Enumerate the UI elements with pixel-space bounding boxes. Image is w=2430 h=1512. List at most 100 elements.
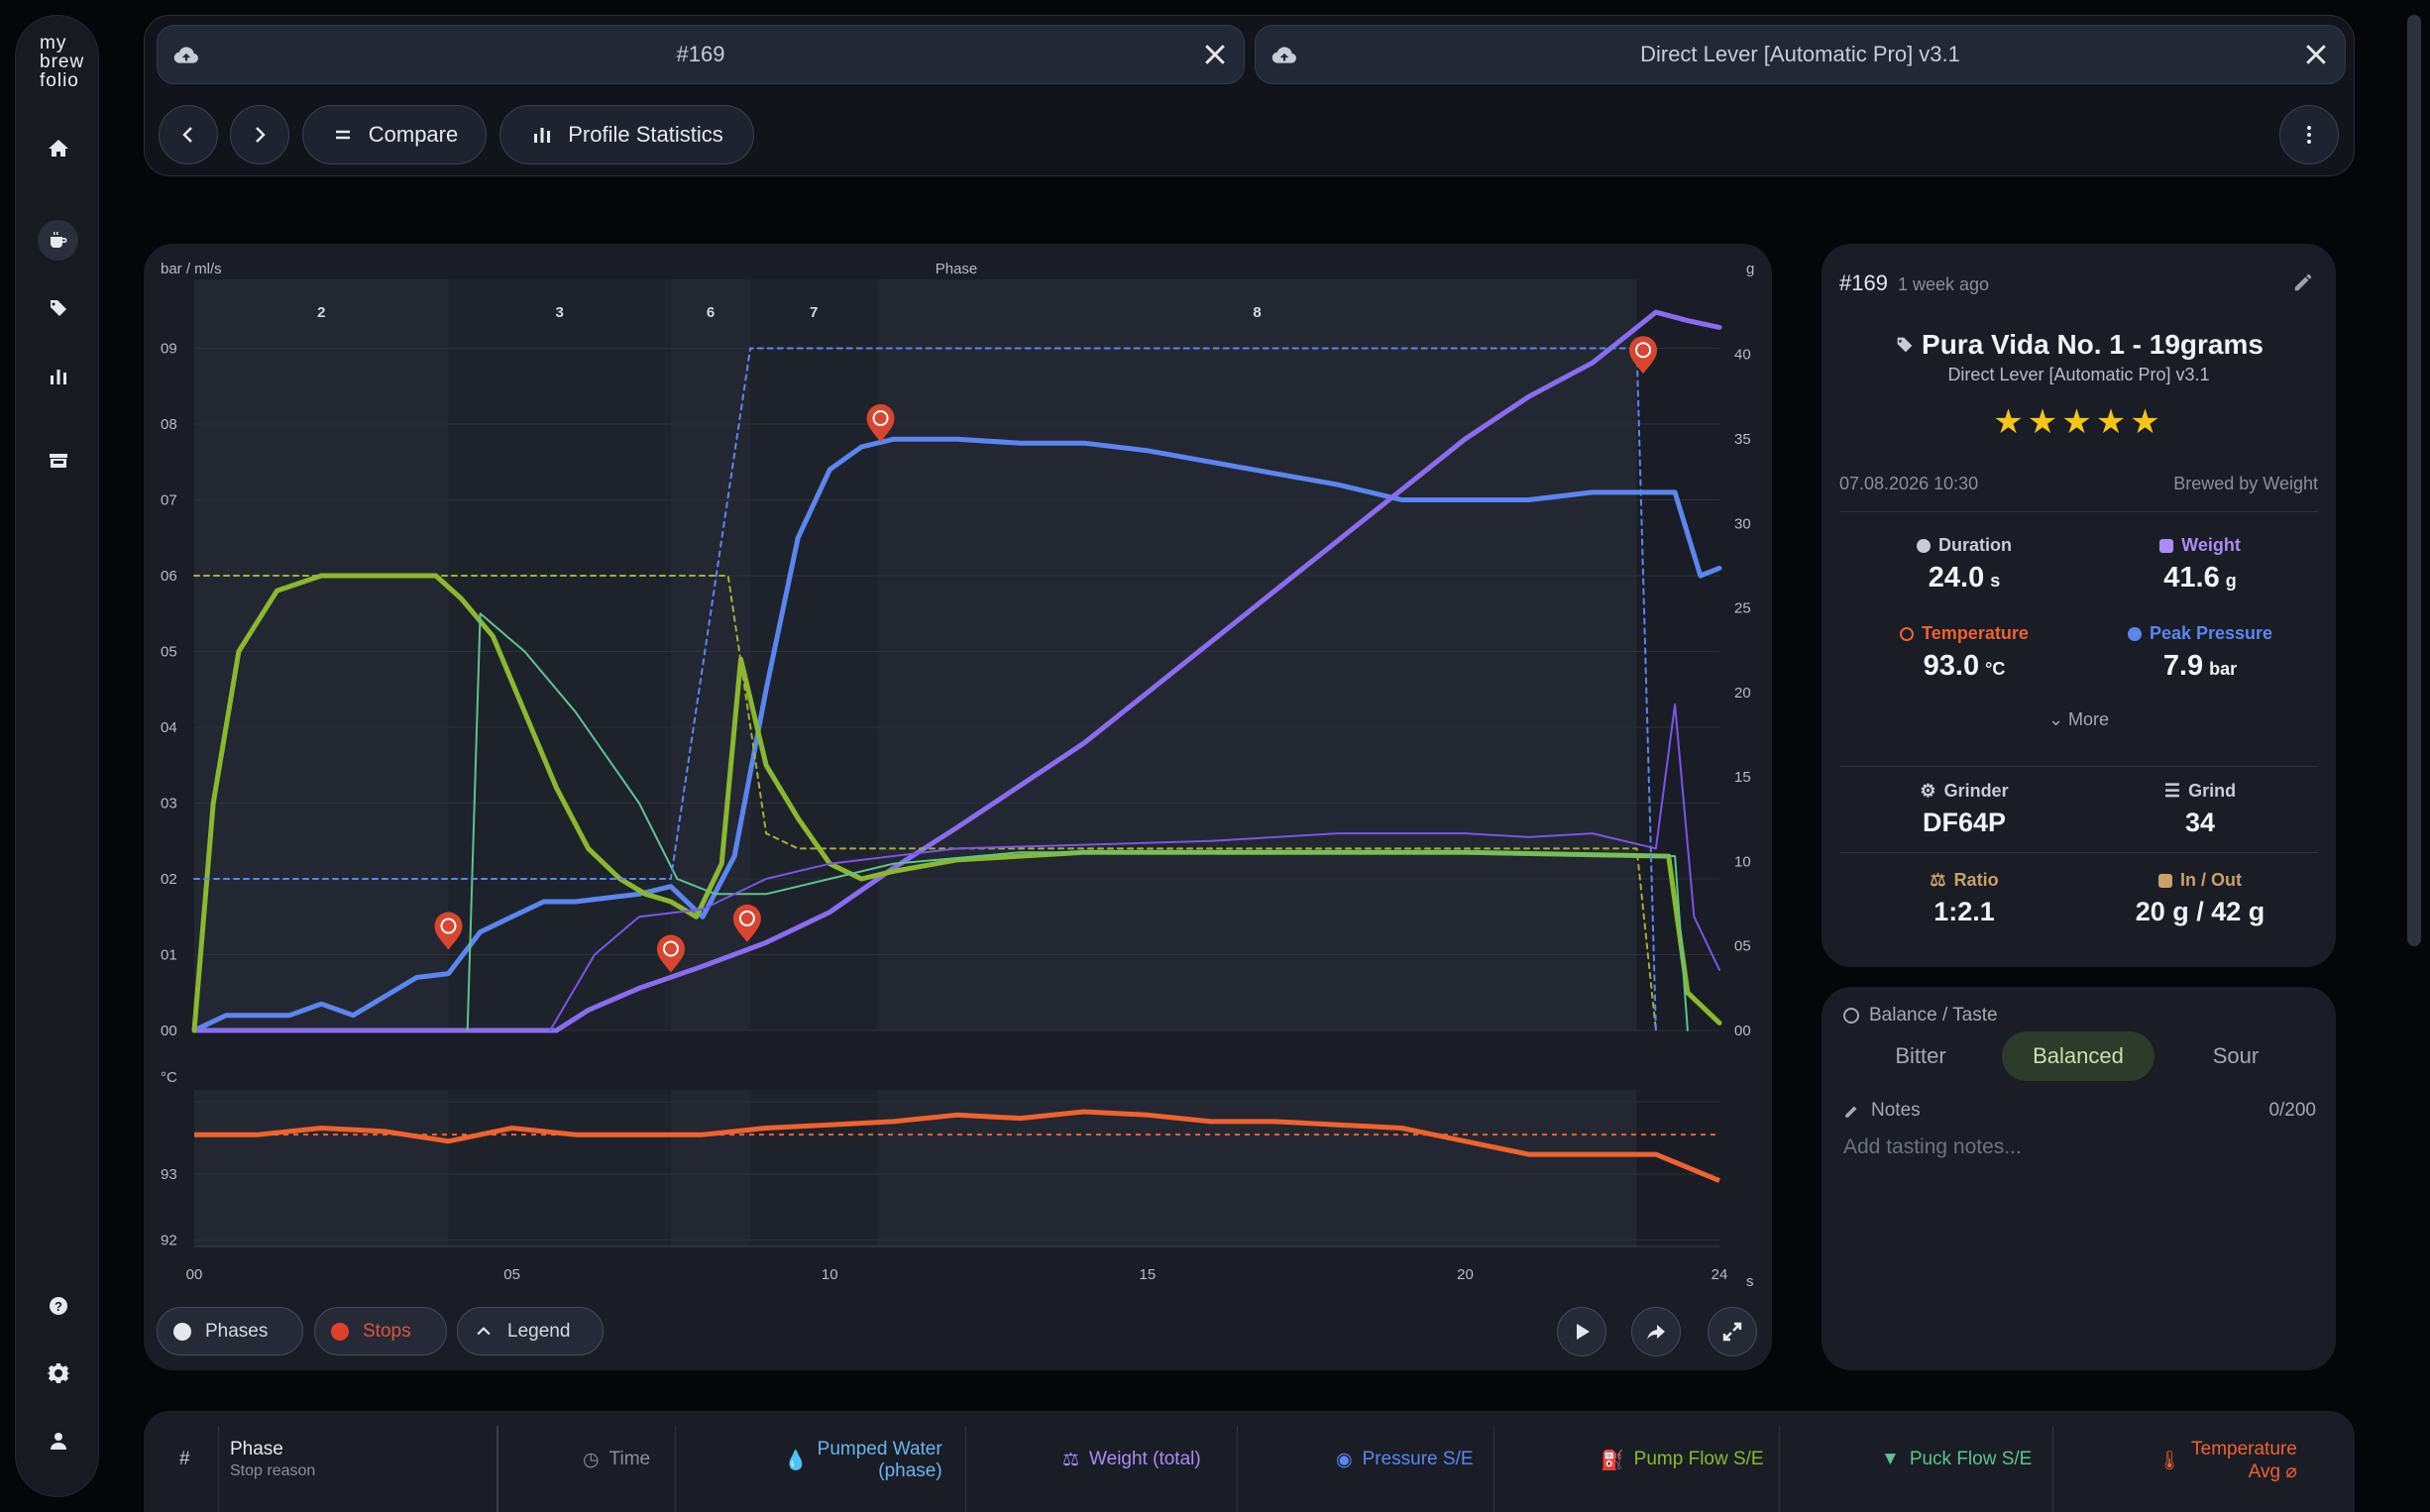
column-header-time[interactable]: ◷ Time xyxy=(583,1449,651,1470)
logo-line: folio xyxy=(40,70,79,91)
x-tick-label: 24 xyxy=(1712,1266,1728,1283)
page-scrollbar[interactable] xyxy=(2407,15,2421,946)
gauge-icon xyxy=(2127,626,2142,641)
tab-label: Direct Lever [Automatic Pro] v3.1 xyxy=(1640,42,1960,66)
y-right-tick-label: 25 xyxy=(1734,600,1751,617)
series-line-4 xyxy=(193,575,1657,1031)
phases-toggle[interactable]: Phases xyxy=(157,1307,303,1355)
compare-label: Compare xyxy=(368,122,459,147)
thermometer-icon xyxy=(1900,626,1915,641)
x-tick-label: 05 xyxy=(503,1266,520,1283)
column-header-pump-flow[interactable]: ⛽ Pump Flow S/E xyxy=(1601,1449,1764,1471)
series-line-6 xyxy=(549,703,1720,1031)
fullscreen-button[interactable] xyxy=(1708,1307,1757,1356)
share-button[interactable] xyxy=(1631,1307,1681,1356)
column-header-pumped-water[interactable]: 💧 Pumped Water (phase) xyxy=(784,1439,942,1481)
y-left-tick-label: 09 xyxy=(161,341,177,358)
brewed-by: Brewed by Weight xyxy=(2173,474,2318,493)
phase-table: # Phase Stop reason ◷ Time 💧 Pumped Water(… xyxy=(144,1411,2355,1512)
column-header-phase[interactable]: Phase Stop reason xyxy=(230,1439,316,1479)
chevron-right-icon xyxy=(256,127,266,143)
column-divider xyxy=(2052,1426,2053,1512)
compare-button[interactable]: Compare xyxy=(302,105,487,164)
forward-button[interactable] xyxy=(230,105,289,164)
column-divider xyxy=(675,1426,676,1512)
gear-icon[interactable] xyxy=(38,1352,78,1393)
pencil-icon[interactable] xyxy=(2292,271,2314,293)
column-divider xyxy=(1779,1426,1780,1512)
close-icon[interactable] xyxy=(1200,40,1230,69)
legend-toggle[interactable]: Legend xyxy=(457,1307,604,1355)
stops-toggle[interactable]: Stops xyxy=(314,1307,447,1355)
store-icon[interactable] xyxy=(38,440,78,481)
phase-label: 7 xyxy=(810,304,818,321)
notes-input[interactable]: Add tasting notes... xyxy=(1843,1135,2022,1158)
help-icon[interactable]: ? xyxy=(38,1285,78,1326)
tab-shot[interactable]: #169 xyxy=(157,25,1245,84)
stop-marker-pin xyxy=(434,912,463,950)
close-icon[interactable] xyxy=(2301,40,2331,69)
y-right-tick-label: 30 xyxy=(1734,515,1751,532)
palette-icon xyxy=(1843,1008,1859,1024)
star-rating[interactable]: ★★★★★ xyxy=(1993,403,2164,441)
play-button[interactable] xyxy=(1557,1307,1606,1356)
bean-name[interactable]: Pura Vida No. 1 - 19grams xyxy=(1822,329,2336,361)
user-icon[interactable] xyxy=(38,1420,78,1460)
stop-marker xyxy=(732,904,761,942)
y-left-tick-label: 05 xyxy=(161,644,177,661)
scale-icon: ⚖ xyxy=(1062,1450,1080,1470)
more-options-button[interactable] xyxy=(2279,105,2339,164)
share-icon xyxy=(1647,1325,1665,1340)
phase-band xyxy=(194,279,449,1030)
more-label: More xyxy=(2068,709,2110,729)
taste-bitter[interactable]: Bitter xyxy=(1895,1043,1946,1068)
column-header-pressure[interactable]: ◉ Pressure S/E xyxy=(1336,1449,1474,1470)
x-tick-label: 20 xyxy=(1457,1266,1474,1283)
series-line-5 xyxy=(193,347,1657,1031)
stop-marker xyxy=(656,934,685,973)
column-header-puck-flow[interactable]: ▼ Puck Flow S/E xyxy=(1881,1449,2033,1469)
pump-icon: ⛽ xyxy=(1601,1451,1624,1471)
column-divider xyxy=(1493,1426,1494,1512)
equals-icon xyxy=(335,130,350,140)
more-toggle[interactable]: ⌄ More xyxy=(1822,709,2336,730)
taste-sour[interactable]: Sour xyxy=(2212,1043,2260,1068)
tag-icon[interactable] xyxy=(38,287,78,328)
shot-meta: 07.08.2026 10:30 Brewed by Weight xyxy=(1839,474,2318,494)
y-left-tick-label: 04 xyxy=(161,719,177,736)
clock-icon xyxy=(1917,538,1931,553)
phase-band xyxy=(877,1090,1637,1246)
back-button[interactable] xyxy=(159,105,218,164)
phase-band xyxy=(877,279,1637,1030)
shot-date: 07.08.2026 10:30 xyxy=(1839,474,1979,493)
column-header-weight[interactable]: ⚖ Weight (total) xyxy=(1062,1449,1201,1470)
scale-icon xyxy=(2159,538,2174,553)
taste-balanced[interactable]: Balanced xyxy=(2002,1031,2154,1081)
column-header-num[interactable]: # xyxy=(179,1449,190,1469)
y-left-tick-label: 03 xyxy=(161,796,177,812)
tab-profile[interactable]: Direct Lever [Automatic Pro] v3.1 xyxy=(1255,25,2346,84)
thermometer-icon: 🌡 xyxy=(2157,1451,2182,1471)
phase-band xyxy=(194,1090,449,1246)
app-logo[interactable]: my brew folio xyxy=(16,34,100,90)
logo-line: brew xyxy=(40,52,85,72)
stop-marker xyxy=(1629,336,1658,375)
coffee-cup-icon[interactable] xyxy=(38,220,78,261)
column-header-temperature[interactable]: 🌡 Temperature Avg ⌀ xyxy=(2157,1439,2297,1482)
temperature-stat: Temperature 93.0 °C xyxy=(1845,623,2083,683)
shot-ago: 1 week ago xyxy=(1897,274,1990,294)
y-right-tick-label: 20 xyxy=(1734,685,1751,702)
divider xyxy=(1839,766,2318,767)
series-line-3 xyxy=(466,612,1689,1031)
home-icon[interactable] xyxy=(38,128,78,168)
bar-chart-icon[interactable] xyxy=(38,356,78,396)
profile-name: Direct Lever [Automatic Pro] v3.1 xyxy=(1947,365,2210,384)
profile-statistics-button[interactable]: Profile Statistics xyxy=(499,105,754,164)
cloud-icon xyxy=(173,47,198,63)
stop-marker-pin xyxy=(1629,336,1658,375)
shot-chart-panel: 2 3 6 7 8 00 01 02 03 04 05 06 07 08 09 00 05 10 15 20 25 30 3… xyxy=(144,244,1772,1370)
shot-chart[interactable]: 2 3 6 7 8 00 01 02 03 04 05 06 07 08 09 00 05 10 15 20 25 30 3… xyxy=(144,244,1772,1370)
column-divider xyxy=(497,1426,498,1512)
y-left-tick-label: 02 xyxy=(161,871,177,888)
shot-header: #169 1 week ago xyxy=(1839,270,1989,296)
